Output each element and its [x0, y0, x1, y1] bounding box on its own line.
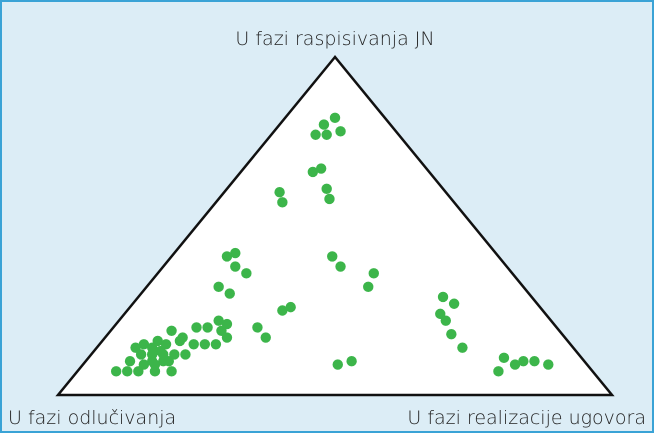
top-label: U fazi raspisivanja JN — [235, 28, 434, 50]
point — [321, 183, 332, 195]
point — [321, 129, 332, 140]
point — [277, 305, 288, 316]
point — [210, 339, 222, 350]
point — [260, 332, 271, 343]
point — [188, 339, 199, 350]
point — [307, 166, 319, 178]
point — [230, 247, 241, 259]
point — [493, 366, 504, 377]
point — [124, 356, 136, 367]
point — [174, 335, 186, 347]
point — [199, 339, 211, 350]
point — [149, 359, 161, 370]
point — [122, 366, 133, 377]
point — [285, 301, 296, 313]
point — [315, 163, 327, 174]
point — [509, 359, 521, 370]
right-label: U fazi realizacije ugovora — [407, 407, 646, 429]
point — [332, 359, 343, 370]
point — [158, 349, 169, 360]
point — [498, 352, 510, 364]
point — [448, 298, 460, 309]
point — [363, 281, 374, 293]
point — [202, 322, 213, 333]
point — [440, 315, 451, 326]
point — [529, 356, 540, 367]
point — [318, 119, 330, 130]
point — [241, 268, 252, 279]
point — [274, 187, 285, 198]
point — [543, 359, 554, 370]
point — [457, 342, 468, 353]
triangle — [55, 55, 615, 397]
point — [368, 268, 379, 279]
point — [213, 315, 224, 326]
point — [518, 356, 529, 367]
point — [252, 322, 263, 333]
point — [224, 288, 235, 299]
point — [346, 356, 357, 367]
point — [180, 349, 191, 360]
point — [138, 339, 150, 350]
point — [213, 281, 224, 293]
left-label: U fazi odlučivanja — [8, 407, 176, 429]
point — [329, 112, 341, 124]
point — [166, 325, 177, 336]
point — [310, 129, 321, 140]
point — [335, 261, 346, 272]
point — [110, 366, 122, 377]
point — [135, 349, 147, 360]
point — [221, 251, 233, 262]
point — [221, 332, 233, 343]
point — [446, 328, 457, 340]
point — [335, 126, 346, 137]
point — [324, 193, 335, 205]
point — [230, 261, 241, 272]
point — [437, 291, 449, 303]
point — [277, 197, 288, 208]
point — [166, 366, 177, 377]
point — [133, 366, 144, 377]
point — [191, 322, 202, 333]
point — [327, 251, 338, 262]
